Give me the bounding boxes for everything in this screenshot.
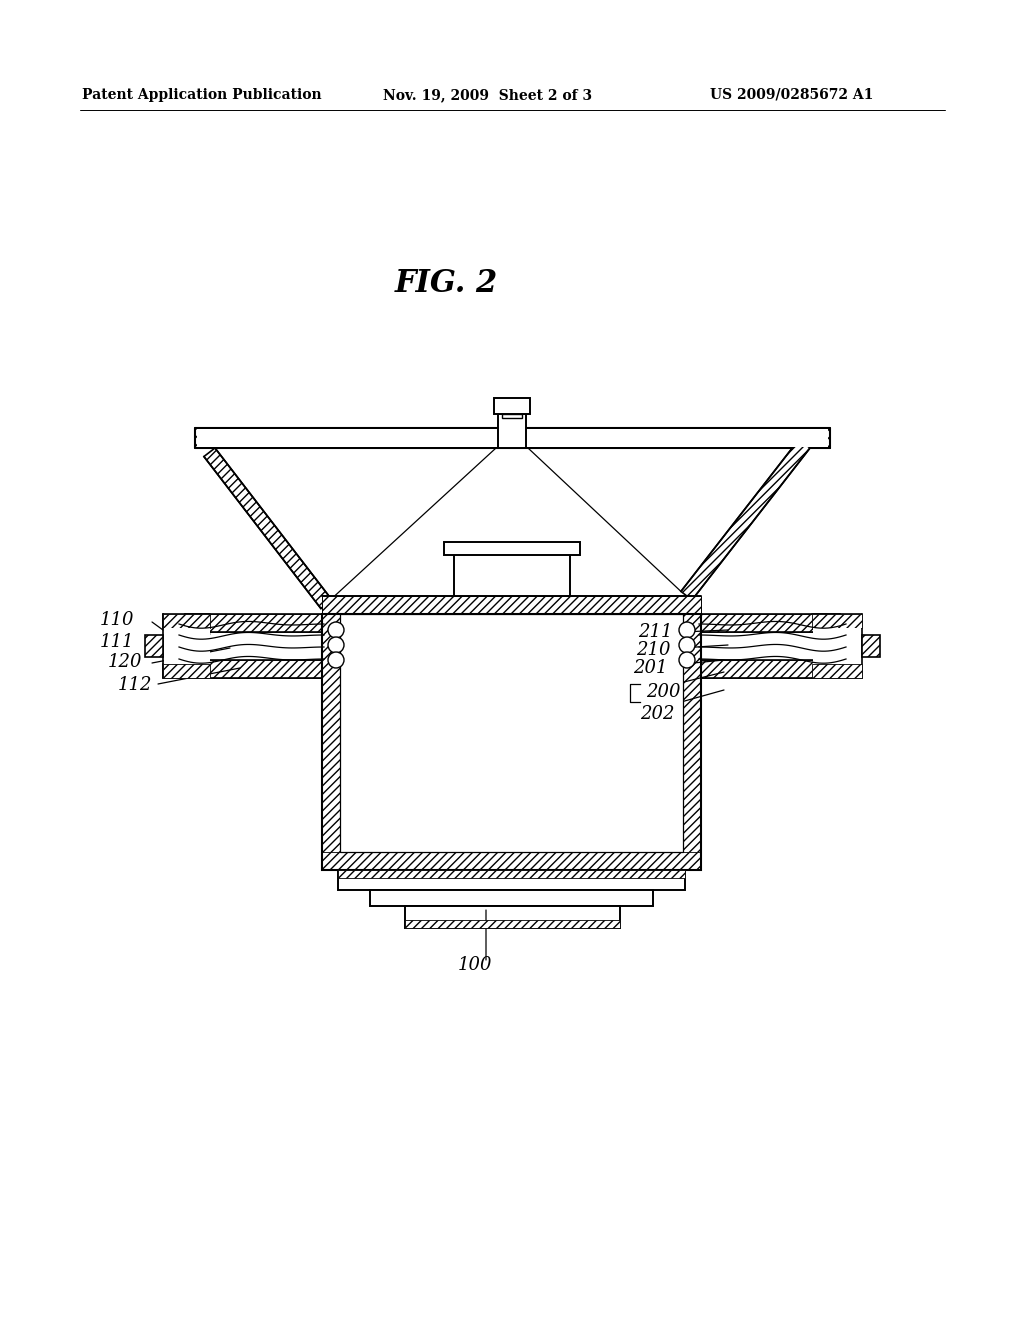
Bar — [813, 628, 861, 664]
Text: Nov. 19, 2009  Sheet 2 of 3: Nov. 19, 2009 Sheet 2 of 3 — [383, 88, 592, 102]
Text: 112: 112 — [118, 676, 153, 694]
Bar — [340, 614, 683, 851]
Bar — [701, 614, 840, 632]
Bar — [145, 635, 163, 657]
Text: 200: 200 — [646, 682, 681, 701]
Bar — [812, 614, 862, 628]
Bar — [185, 660, 322, 678]
Polygon shape — [204, 447, 332, 609]
Bar — [185, 614, 322, 632]
Bar — [338, 870, 685, 878]
Bar — [163, 664, 210, 678]
Text: 201: 201 — [633, 659, 668, 677]
Circle shape — [679, 622, 695, 638]
Bar — [164, 628, 210, 664]
Bar — [502, 414, 522, 418]
Bar — [195, 428, 830, 447]
Bar — [683, 614, 701, 870]
Bar — [370, 890, 653, 906]
Circle shape — [679, 652, 695, 668]
Circle shape — [328, 638, 344, 653]
Bar — [322, 851, 701, 870]
Bar — [338, 870, 685, 890]
Bar — [322, 597, 701, 614]
Bar — [406, 906, 620, 928]
Text: 120: 120 — [108, 653, 142, 671]
Bar — [862, 635, 880, 657]
Bar — [498, 414, 526, 447]
Bar — [322, 614, 340, 870]
Text: 202: 202 — [640, 705, 675, 723]
Text: Patent Application Publication: Patent Application Publication — [82, 88, 322, 102]
Bar — [406, 920, 620, 928]
Text: 211: 211 — [638, 623, 673, 642]
Circle shape — [679, 638, 695, 653]
Circle shape — [328, 622, 344, 638]
Text: 110: 110 — [100, 611, 134, 630]
Text: US 2009/0285672 A1: US 2009/0285672 A1 — [710, 88, 873, 102]
Text: 210: 210 — [636, 642, 671, 659]
Bar — [444, 543, 580, 554]
Text: 111: 111 — [100, 634, 134, 651]
Circle shape — [328, 652, 344, 668]
Bar — [812, 664, 862, 678]
Bar — [197, 429, 828, 447]
Bar — [701, 660, 840, 678]
Polygon shape — [681, 440, 810, 601]
Text: 100: 100 — [458, 956, 493, 974]
Bar — [494, 399, 530, 414]
Bar — [454, 550, 570, 597]
Text: FIG. 2: FIG. 2 — [395, 268, 499, 298]
Bar — [163, 614, 210, 628]
Bar — [322, 614, 701, 870]
